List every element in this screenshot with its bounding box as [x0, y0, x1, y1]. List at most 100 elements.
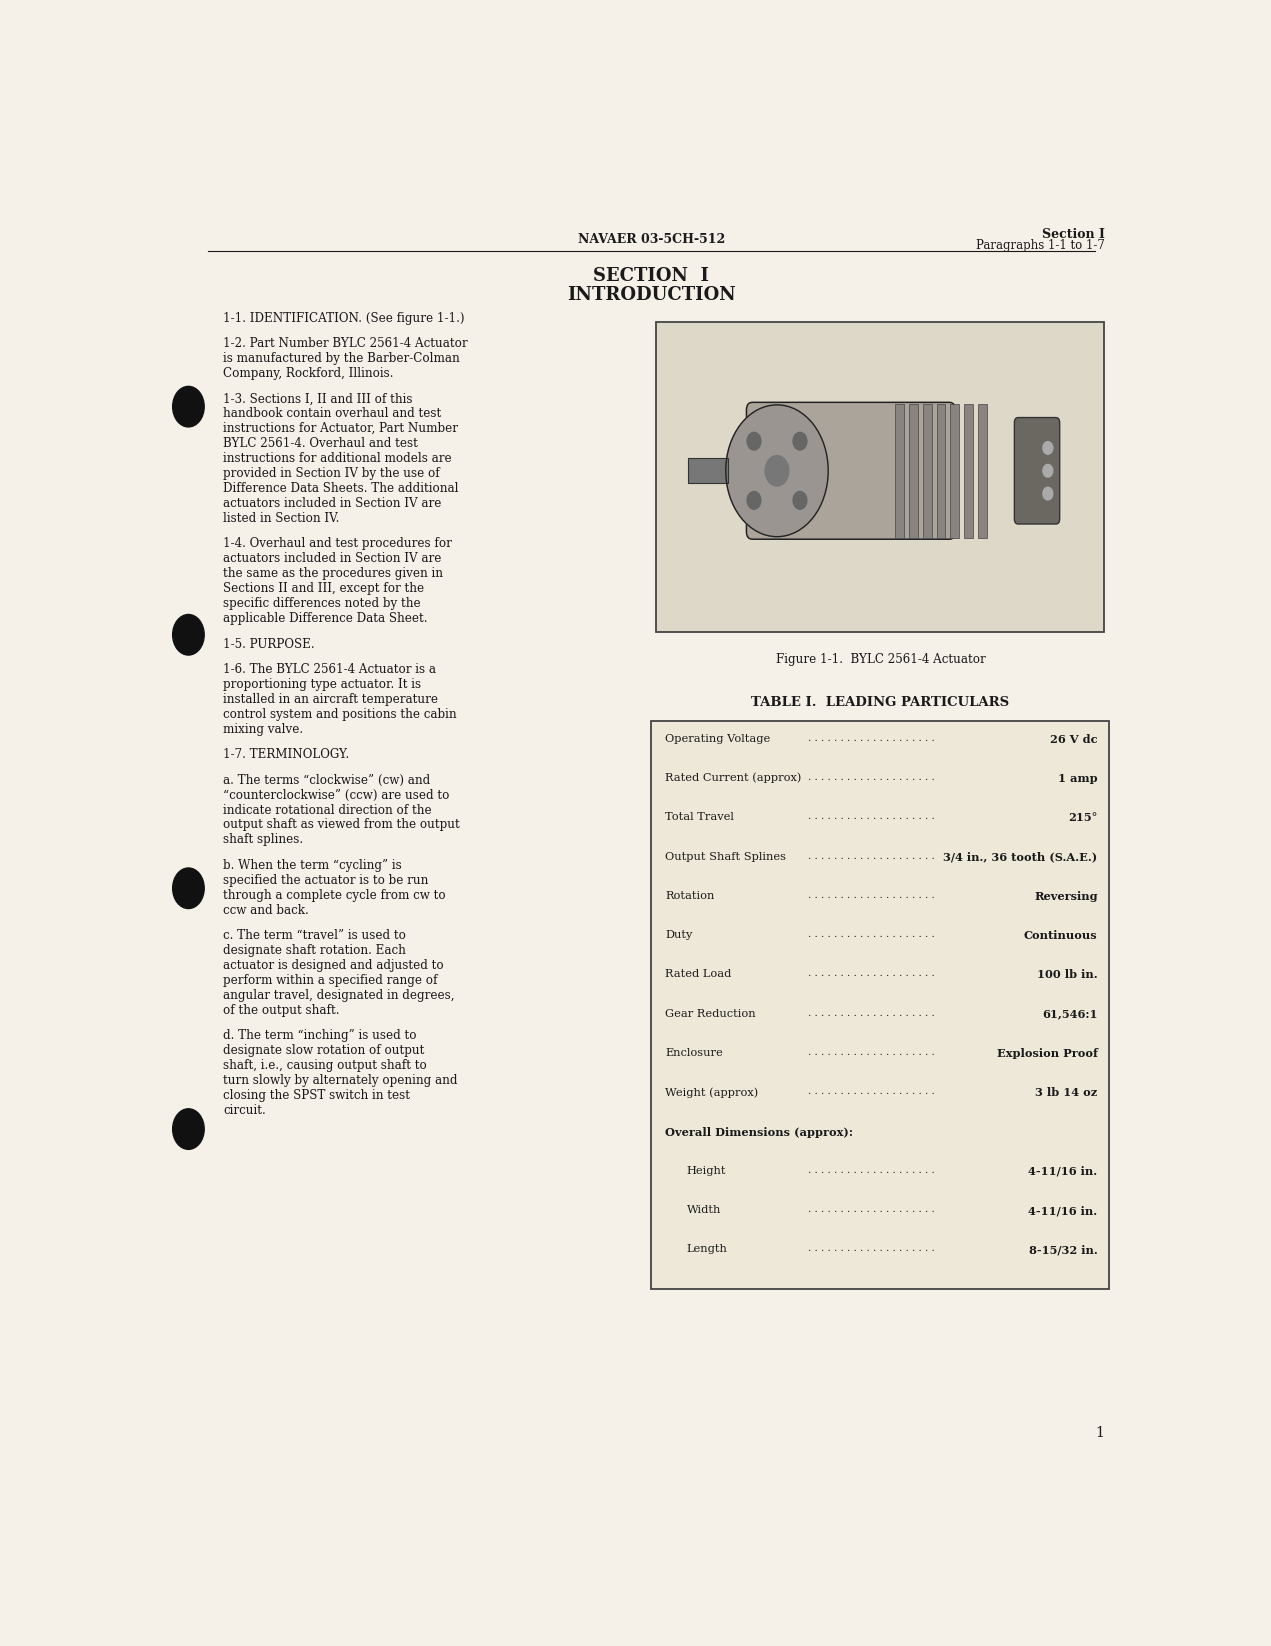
Text: specified the actuator is to be run: specified the actuator is to be run — [222, 874, 428, 887]
Text: 3/4 in., 36 tooth (S.A.E.): 3/4 in., 36 tooth (S.A.E.) — [943, 851, 1098, 863]
Circle shape — [173, 867, 205, 909]
Text: . . . . . . . . . . . . . . . . . . . .: . . . . . . . . . . . . . . . . . . . . — [808, 1088, 934, 1096]
FancyBboxPatch shape — [895, 403, 904, 538]
Text: 1-5. PURPOSE.: 1-5. PURPOSE. — [222, 637, 314, 650]
Text: instructions for additional models are: instructions for additional models are — [222, 453, 451, 466]
Text: 1-4. Overhaul and test procedures for: 1-4. Overhaul and test procedures for — [222, 537, 451, 550]
Text: applicable Difference Data Sheet.: applicable Difference Data Sheet. — [222, 612, 427, 625]
Text: . . . . . . . . . . . . . . . . . . . .: . . . . . . . . . . . . . . . . . . . . — [808, 851, 934, 861]
Text: Enclosure: Enclosure — [665, 1049, 723, 1058]
Text: b. When the term “cycling” is: b. When the term “cycling” is — [222, 859, 402, 872]
Text: Operating Voltage: Operating Voltage — [665, 734, 770, 744]
Text: Overall Dimensions (approx):: Overall Dimensions (approx): — [665, 1126, 853, 1137]
Text: Rated Current (approx): Rated Current (approx) — [665, 774, 802, 783]
FancyBboxPatch shape — [652, 721, 1110, 1289]
Text: . . . . . . . . . . . . . . . . . . . .: . . . . . . . . . . . . . . . . . . . . — [808, 734, 934, 742]
Text: 1-1. IDENTIFICATION. (See figure 1-1.): 1-1. IDENTIFICATION. (See figure 1-1.) — [222, 311, 464, 324]
Text: circuit.: circuit. — [222, 1104, 266, 1118]
Circle shape — [1043, 464, 1052, 477]
Text: output shaft as viewed from the output: output shaft as viewed from the output — [222, 818, 460, 831]
Text: Difference Data Sheets. The additional: Difference Data Sheets. The additional — [222, 482, 459, 495]
Text: d. The term “inching” is used to: d. The term “inching” is used to — [222, 1029, 417, 1042]
Text: Rotation: Rotation — [665, 890, 714, 900]
Text: . . . . . . . . . . . . . . . . . . . .: . . . . . . . . . . . . . . . . . . . . — [808, 1009, 934, 1017]
Text: Continuous: Continuous — [1024, 930, 1098, 942]
Text: Weight (approx): Weight (approx) — [665, 1088, 759, 1098]
FancyBboxPatch shape — [689, 458, 728, 484]
Text: actuators included in Section IV are: actuators included in Section IV are — [222, 497, 441, 510]
Circle shape — [173, 387, 205, 426]
Text: . . . . . . . . . . . . . . . . . . . .: . . . . . . . . . . . . . . . . . . . . — [808, 1244, 934, 1253]
Text: ccw and back.: ccw and back. — [222, 904, 309, 917]
FancyBboxPatch shape — [746, 402, 956, 540]
Text: Section I: Section I — [1042, 227, 1104, 240]
Text: “counterclockwise” (ccw) are used to: “counterclockwise” (ccw) are used to — [222, 788, 449, 802]
Text: 3 lb 14 oz: 3 lb 14 oz — [1036, 1088, 1098, 1098]
Text: Total Travel: Total Travel — [665, 811, 735, 823]
Text: a. The terms “clockwise” (cw) and: a. The terms “clockwise” (cw) and — [222, 774, 430, 787]
FancyBboxPatch shape — [1014, 418, 1060, 523]
Text: actuators included in Section IV are: actuators included in Section IV are — [222, 553, 441, 565]
Text: Rated Load: Rated Load — [665, 969, 732, 979]
FancyBboxPatch shape — [951, 403, 960, 538]
Text: designate slow rotation of output: designate slow rotation of output — [222, 1044, 425, 1057]
Text: Width: Width — [686, 1205, 721, 1215]
Circle shape — [173, 1109, 205, 1149]
Text: 61,546:1: 61,546:1 — [1042, 1009, 1098, 1019]
Text: control system and positions the cabin: control system and positions the cabin — [222, 708, 456, 721]
Text: actuator is designed and adjusted to: actuator is designed and adjusted to — [222, 960, 444, 973]
Text: Height: Height — [686, 1165, 726, 1175]
Text: designate shaft rotation. Each: designate shaft rotation. Each — [222, 945, 405, 956]
Text: through a complete cycle from cw to: through a complete cycle from cw to — [222, 889, 446, 902]
Text: Gear Reduction: Gear Reduction — [665, 1009, 756, 1019]
Text: Duty: Duty — [665, 930, 693, 940]
Text: handbook contain overhaul and test: handbook contain overhaul and test — [222, 407, 441, 420]
Text: Company, Rockford, Illinois.: Company, Rockford, Illinois. — [222, 367, 394, 380]
Text: instructions for Actuator, Part Number: instructions for Actuator, Part Number — [222, 423, 458, 435]
Circle shape — [793, 433, 807, 449]
Circle shape — [765, 456, 789, 486]
Text: . . . . . . . . . . . . . . . . . . . .: . . . . . . . . . . . . . . . . . . . . — [808, 930, 934, 940]
Text: . . . . . . . . . . . . . . . . . . . .: . . . . . . . . . . . . . . . . . . . . — [808, 969, 934, 978]
Circle shape — [747, 492, 761, 509]
FancyBboxPatch shape — [923, 403, 932, 538]
Text: 1-6. The BYLC 2561-4 Actuator is a: 1-6. The BYLC 2561-4 Actuator is a — [222, 663, 436, 677]
Text: 1 amp: 1 amp — [1057, 774, 1098, 783]
Text: listed in Section IV.: listed in Section IV. — [222, 512, 339, 525]
Text: 1-2. Part Number BYLC 2561-4 Actuator: 1-2. Part Number BYLC 2561-4 Actuator — [222, 337, 468, 351]
FancyBboxPatch shape — [965, 403, 974, 538]
Text: Sections II and III, except for the: Sections II and III, except for the — [222, 583, 425, 596]
Text: proportioning type actuator. It is: proportioning type actuator. It is — [222, 678, 421, 691]
Text: INTRODUCTION: INTRODUCTION — [567, 286, 736, 305]
Circle shape — [747, 433, 761, 449]
Text: . . . . . . . . . . . . . . . . . . . .: . . . . . . . . . . . . . . . . . . . . — [808, 1165, 934, 1175]
FancyBboxPatch shape — [977, 403, 986, 538]
Text: shaft splines.: shaft splines. — [222, 833, 302, 846]
Text: 1: 1 — [1096, 1425, 1104, 1440]
Text: perform within a specified range of: perform within a specified range of — [222, 974, 437, 988]
FancyBboxPatch shape — [937, 403, 946, 538]
Text: . . . . . . . . . . . . . . . . . . . .: . . . . . . . . . . . . . . . . . . . . — [808, 1049, 934, 1057]
Text: . . . . . . . . . . . . . . . . . . . .: . . . . . . . . . . . . . . . . . . . . — [808, 774, 934, 782]
Text: of the output shaft.: of the output shaft. — [222, 1004, 339, 1017]
Text: angular travel, designated in degrees,: angular travel, designated in degrees, — [222, 989, 455, 1002]
Text: installed in an aircraft temperature: installed in an aircraft temperature — [222, 693, 438, 706]
Text: provided in Section IV by the use of: provided in Section IV by the use of — [222, 467, 440, 481]
Text: Explosion Proof: Explosion Proof — [996, 1049, 1098, 1058]
FancyBboxPatch shape — [909, 403, 918, 538]
Text: closing the SPST switch in test: closing the SPST switch in test — [222, 1090, 411, 1103]
Circle shape — [726, 405, 829, 537]
Text: Output Shaft Splines: Output Shaft Splines — [665, 851, 787, 861]
FancyBboxPatch shape — [656, 321, 1104, 632]
Text: 8-15/32 in.: 8-15/32 in. — [1028, 1244, 1098, 1256]
Circle shape — [1043, 441, 1052, 454]
Text: 4-11/16 in.: 4-11/16 in. — [1028, 1205, 1098, 1216]
Circle shape — [793, 492, 807, 509]
Circle shape — [173, 614, 205, 655]
Text: indicate rotational direction of the: indicate rotational direction of the — [222, 803, 432, 816]
Text: Reversing: Reversing — [1035, 890, 1098, 902]
Text: . . . . . . . . . . . . . . . . . . . .: . . . . . . . . . . . . . . . . . . . . — [808, 811, 934, 821]
Text: Paragraphs 1-1 to 1-7: Paragraphs 1-1 to 1-7 — [976, 239, 1104, 252]
Text: 1-7. TERMINOLOGY.: 1-7. TERMINOLOGY. — [222, 749, 350, 760]
Text: 26 V dc: 26 V dc — [1050, 734, 1098, 744]
